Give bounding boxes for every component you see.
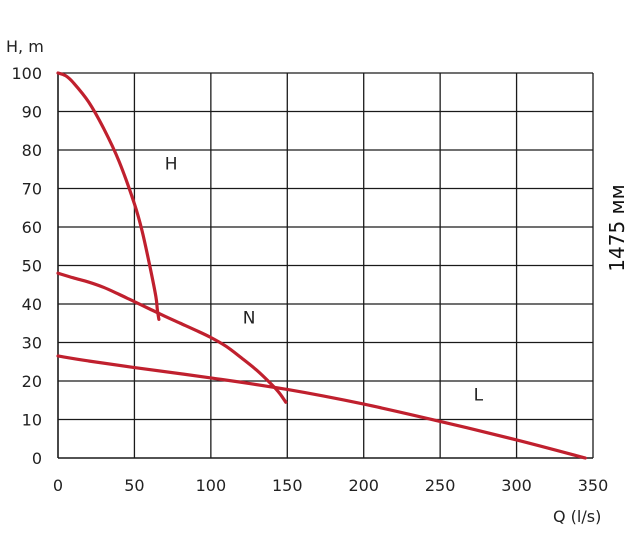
y-tick-label: 20 [22,372,42,391]
y-tick-label: 0 [32,449,42,468]
y-tick-label: 40 [22,295,42,314]
y-tick-label: 70 [22,180,42,199]
y-tick-label: 30 [22,334,42,353]
x-tick-label: 50 [124,476,144,495]
grid [57,72,594,459]
curve-labels: H N L [165,154,484,405]
x-tick-label: 250 [425,476,456,495]
x-axis-title: Q (l/s) [553,507,601,526]
y-tick-label: 80 [22,141,42,160]
y-tick-label: 90 [22,103,42,122]
y-tick-label: 50 [22,257,42,276]
y-tick-label: 60 [22,218,42,237]
x-tick-label: 200 [348,476,379,495]
x-tick-label: 0 [53,476,63,495]
curves [56,71,587,460]
x-tick-label: 350 [578,476,609,495]
x-tick-label: 300 [501,476,532,495]
curve-label-l: L [474,385,484,405]
curve-l [56,354,587,460]
y-tick-label: 100 [11,64,42,83]
curve-h [56,71,161,321]
impeller-size-label: 1475 мм [605,184,629,271]
y-tick-label: 10 [22,411,42,430]
curve-label-n: N [243,308,256,328]
y-axis-title: H, m [6,37,44,56]
x-tick-label: 150 [272,476,303,495]
x-tick-label: 100 [196,476,227,495]
curve-label-h: H [165,154,178,174]
curve-n [56,271,288,404]
tick-labels: 0 50 100 150 200 250 300 350 0 10 20 30 40 50 60 70 80 90… [11,64,608,495]
